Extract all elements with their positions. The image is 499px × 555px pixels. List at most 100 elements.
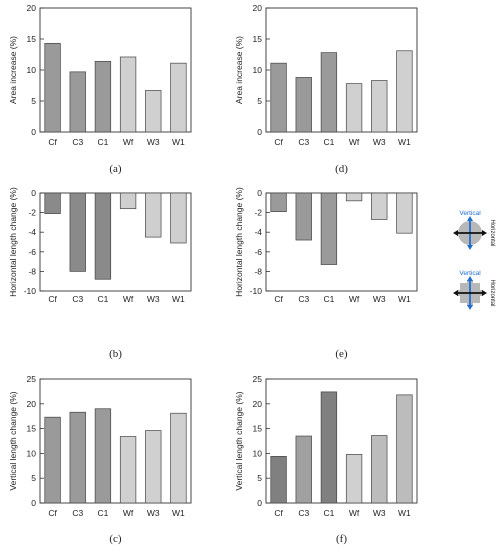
- bar-w1: [396, 50, 413, 133]
- x-tick-label: W1: [398, 294, 411, 304]
- y-tick-label: -2: [254, 208, 262, 218]
- y-axis-label: Horizontal length change (%): [8, 187, 18, 297]
- x-tick-label: Wf: [349, 294, 360, 304]
- x-tick-label: Wf: [123, 137, 134, 147]
- bar-cf: [44, 416, 61, 504]
- x-tick-label: W1: [172, 294, 185, 304]
- x-tick-label: W1: [398, 508, 411, 518]
- x-tick-label: C3: [298, 294, 309, 304]
- y-tick-label: 0: [31, 127, 36, 137]
- y-tick-label: -8: [254, 266, 262, 276]
- x-tick-label: C1: [323, 508, 334, 518]
- y-tick-label: 0: [31, 188, 36, 198]
- x-tick-label: W3: [373, 137, 386, 147]
- x-tick-label: Cf: [48, 508, 57, 518]
- y-tick-label: -6: [254, 247, 262, 257]
- bar-w1: [170, 192, 187, 244]
- y-tick-label: -2: [28, 208, 36, 218]
- y-tick-label: 20: [253, 399, 263, 409]
- y-tick-label: 15: [253, 424, 263, 434]
- bar-wf: [119, 436, 137, 504]
- legend-circle-diagram: Vertical Horizontal: [453, 210, 495, 250]
- y-tick-label: 5: [31, 96, 36, 106]
- bar-w1: [396, 192, 413, 234]
- y-tick-label: -4: [28, 227, 36, 237]
- bar-w3: [145, 90, 162, 133]
- legend-horizontal-label: Horizontal: [489, 219, 495, 246]
- x-tick-label: W3: [147, 294, 160, 304]
- y-axis-label: Vertical length change (%): [234, 391, 244, 490]
- plot-frame: [265, 192, 418, 292]
- plot-frame: [39, 378, 192, 504]
- bar-w3: [145, 192, 162, 238]
- plot-frame: [265, 378, 418, 504]
- y-axis-label: Area increase (%): [8, 36, 18, 104]
- bar-c1: [320, 391, 338, 504]
- x-tick-label: W3: [147, 508, 160, 518]
- bar-w1: [170, 62, 187, 133]
- chart-panel-b: 0 -2 -4 -6 -8 -10 Cf C3 C1 Wf W3 W1 Horizontal lengt…: [8, 187, 192, 360]
- y-axis-label: Area increase (%): [234, 36, 244, 104]
- chart-panel-f: 0 5 10 15 20 25 Cf C3 C1 Wf W3 W1 Vertical length ch…: [234, 374, 418, 545]
- y-axis-label: Horizontal length change (%): [234, 187, 244, 297]
- y-tick-label: -10: [24, 286, 37, 296]
- bar-wf: [119, 56, 137, 133]
- bar-wf: [345, 454, 363, 504]
- x-tick-label: C1: [97, 137, 108, 147]
- legend-vertical-label: Vertical: [459, 210, 481, 217]
- x-tick-label: Cf: [274, 137, 283, 147]
- chart-panel-a: 0 5 10 15 20 Cf C3 C1 Wf W3 W1 Area increase (%) (a): [8, 3, 192, 175]
- bar-c3: [295, 77, 312, 133]
- chart-panel-c: 0 5 10 15 20 25 Cf C3 C1 Wf W3 W1 Vertical length ch…: [8, 374, 192, 545]
- chart-panel-e: 0 -2 -4 -6 -8 -10 Cf C3 C1 Wf W3 W1 Horizontal lengt…: [234, 187, 418, 360]
- bar-cf: [44, 42, 61, 133]
- y-tick-label: 10: [27, 65, 37, 75]
- bar-c1: [94, 408, 112, 504]
- panel-label: (b): [109, 348, 122, 360]
- y-tick-label: 10: [253, 65, 263, 75]
- bar-wf: [345, 83, 363, 133]
- bar-c3: [295, 435, 312, 504]
- bar-c3: [295, 192, 312, 241]
- bar-w3: [371, 435, 388, 504]
- panel-label: (f): [336, 533, 347, 545]
- bar-wf: [119, 192, 137, 210]
- x-tick-label: W3: [373, 508, 386, 518]
- bar-c1: [320, 52, 338, 133]
- legend-square-diagram: Vertical Horizontal: [453, 270, 495, 310]
- x-tick-label: C3: [298, 508, 309, 518]
- y-tick-label: -6: [28, 247, 36, 257]
- y-axis-label: Vertical length change (%): [8, 391, 18, 490]
- y-tick-label: 15: [27, 34, 37, 44]
- y-tick-label: 25: [27, 374, 37, 384]
- plot-frame: [265, 7, 418, 133]
- y-tick-label: 10: [27, 448, 37, 458]
- y-tick-label: -4: [254, 227, 262, 237]
- x-tick-label: C1: [323, 294, 334, 304]
- x-tick-label: C1: [323, 137, 334, 147]
- x-tick-label: C3: [72, 508, 83, 518]
- x-tick-label: Wf: [349, 137, 360, 147]
- y-tick-label: 20: [253, 3, 263, 13]
- x-tick-label: Cf: [274, 294, 283, 304]
- panel-label: (c): [109, 533, 122, 545]
- y-tick-label: 5: [257, 96, 262, 106]
- y-tick-label: 0: [257, 127, 262, 137]
- plot-frame: [39, 192, 192, 292]
- y-tick-label: 5: [31, 473, 36, 483]
- y-tick-label: -8: [28, 266, 36, 276]
- x-tick-label: Cf: [48, 137, 57, 147]
- x-tick-label: W3: [147, 137, 160, 147]
- bar-w3: [145, 430, 162, 504]
- bar-c1: [94, 192, 112, 280]
- bar-cf: [270, 62, 287, 133]
- y-tick-label: 0: [31, 498, 36, 508]
- plot-frame: [39, 7, 192, 133]
- bar-w3: [371, 80, 388, 133]
- x-tick-label: C3: [72, 137, 83, 147]
- x-tick-label: W3: [373, 294, 386, 304]
- bar-cf: [270, 456, 287, 504]
- panel-label: (e): [335, 348, 348, 360]
- y-tick-label: 0: [257, 188, 262, 198]
